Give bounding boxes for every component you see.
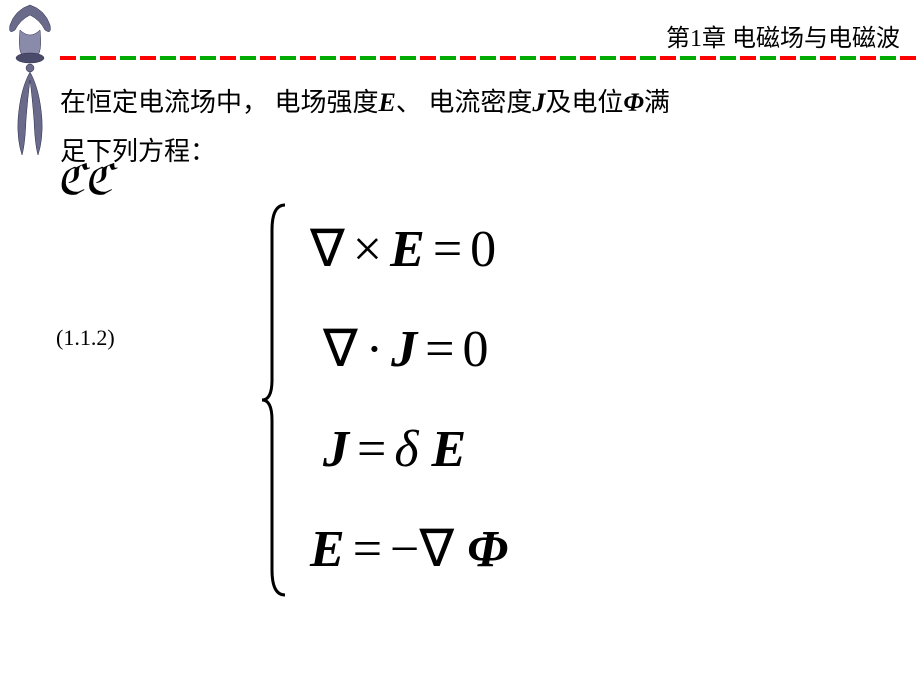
E-symbol: E <box>310 521 345 578</box>
zero: 0 <box>462 321 488 378</box>
text-segment: 在恒定电流场中， 电场强度 <box>60 88 379 117</box>
equation-1: ∇×E=0 <box>310 224 508 276</box>
minus: − <box>390 521 419 578</box>
equals: = <box>357 421 386 478</box>
nabla: ∇ <box>323 321 358 378</box>
nabla: ∇ <box>419 521 454 578</box>
header-divider <box>60 56 920 60</box>
E-symbol: E <box>432 421 467 478</box>
equation-lines: ∇×E=0 ∇·J=0 J=δ E E=−∇ Φ <box>310 200 508 600</box>
Phi-symbol: Φ <box>467 521 508 578</box>
equals: = <box>353 521 382 578</box>
body-paragraph: 在恒定电流场中， 电场强度E、 电流密度J及电位Φ满 足下列方程： <box>60 78 890 177</box>
equation-system: ∇×E=0 ∇·J=0 J=δ E E=−∇ Φ <box>260 200 508 613</box>
equals: = <box>425 321 454 378</box>
delta: δ <box>394 421 418 478</box>
script-clef-icons: ℭℭ <box>56 155 111 205</box>
nabla: ∇ <box>310 221 345 278</box>
J-symbol: J <box>323 421 349 478</box>
equation-3: J=δ E <box>310 424 508 476</box>
symbol-E: E <box>379 88 396 117</box>
equation-4: E=−∇ Φ <box>310 524 508 576</box>
dot-op: · <box>366 321 383 378</box>
text-segment: 满 <box>644 88 670 117</box>
symbol-Phi: Φ <box>623 88 644 117</box>
E-symbol: E <box>390 221 425 278</box>
chapter-label: 第1章 电磁场与电磁波 <box>666 26 900 52</box>
left-brace <box>260 200 290 613</box>
J-symbol: J <box>391 321 417 378</box>
text-segment: 及电位 <box>545 88 623 117</box>
zero: 0 <box>470 221 496 278</box>
equals: = <box>433 221 462 278</box>
equation-number: (1.1.2) <box>56 325 115 351</box>
text-segment: 、 电流密度 <box>396 88 533 117</box>
symbol-J: J <box>532 88 545 117</box>
times-op: × <box>353 221 382 278</box>
equation-2: ∇·J=0 <box>310 324 508 376</box>
chapter-header: 第1章 电磁场与电磁波 <box>666 18 900 53</box>
bell-ornament <box>0 0 60 160</box>
